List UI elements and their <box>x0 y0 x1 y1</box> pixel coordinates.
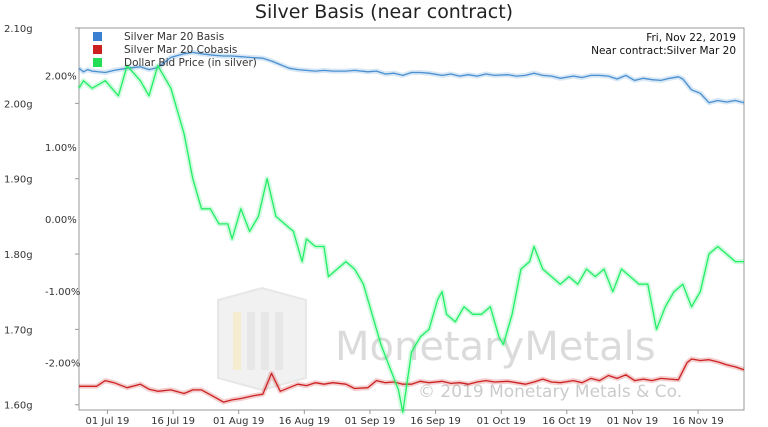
legend: Silver Mar 20 Basis Silver Mar 20 Cobasi… <box>93 31 257 69</box>
watermark: MonetaryMetals © 2019 Monetary Metals & … <box>217 286 682 402</box>
x-tick-label: 01 Aug 19 <box>213 416 264 427</box>
series-basis-line <box>78 51 745 104</box>
x-tick-label: 01 Jul 19 <box>86 416 130 427</box>
y-right-tick-label: -1.00% <box>45 287 80 298</box>
series-layer <box>76 49 745 415</box>
legend-label-basis: Silver Mar 20 Basis <box>124 31 224 43</box>
y-left-tick-label: 1.90g <box>4 175 33 186</box>
y-right-tick-label: 2.00% <box>45 71 77 82</box>
info-box: Fri, Nov 22, 2019 Near contract:Silver M… <box>591 32 736 57</box>
y-left-tick-label: 1.70g <box>4 325 33 336</box>
x-tick-label: 01 Nov 19 <box>607 416 658 427</box>
x-tick-label: 16 Oct 19 <box>542 416 591 427</box>
x-axis: 01 Jul 19 16 Jul 19 01 Aug 19 16 Aug 19 01 S… <box>86 410 724 427</box>
chart-title: Silver Basis (near contract) <box>255 1 513 23</box>
y-left-tick-label: 2.10g <box>4 24 33 35</box>
legend-swatch-basis <box>93 32 102 41</box>
x-tick-label: 01 Oct 19 <box>477 416 526 427</box>
watermark-logo-icon <box>217 286 307 392</box>
y-left-tick-label: 1.60g <box>4 401 33 412</box>
legend-label-dollar-bid: Dollar Bid Price (in silver) <box>124 57 257 69</box>
x-tick-label: 01 Sep 19 <box>345 416 396 427</box>
legend-swatch-cobasis <box>93 45 102 54</box>
plot-area <box>78 27 745 411</box>
x-tick-label: 16 Sep 19 <box>410 416 461 427</box>
x-tick-label: 16 Aug 19 <box>279 416 330 427</box>
x-tick-label: 16 Jul 19 <box>151 416 195 427</box>
watermark-copyright: © 2019 Monetary Metals & Co. <box>418 382 682 402</box>
legend-label-cobasis: Silver Mar 20 Cobasis <box>124 44 237 56</box>
info-near-contract: Near contract:Silver Mar 20 <box>591 45 736 57</box>
y-right-tick-label: 0.00% <box>45 215 77 226</box>
y-axis-left: 2.10g 2.00g 1.90g 1.80g 1.70g 1.60g <box>4 24 79 412</box>
y-left-tick-label: 2.00g <box>4 99 33 110</box>
y-right-tick-label: -2.00% <box>45 359 80 370</box>
y-right-tick-label: 1.00% <box>45 143 77 154</box>
info-date: Fri, Nov 22, 2019 <box>646 32 736 44</box>
legend-swatch-dollar-bid <box>93 58 102 67</box>
series-dollar-bid-line <box>78 65 744 413</box>
y-left-tick-label: 1.80g <box>4 250 33 261</box>
y-axis-right: 2.00% 1.00% 0.00% -1.00% -2.00% <box>45 71 80 369</box>
x-tick-label: 16 Nov 19 <box>672 416 723 427</box>
series-cobasis-line <box>79 358 745 403</box>
